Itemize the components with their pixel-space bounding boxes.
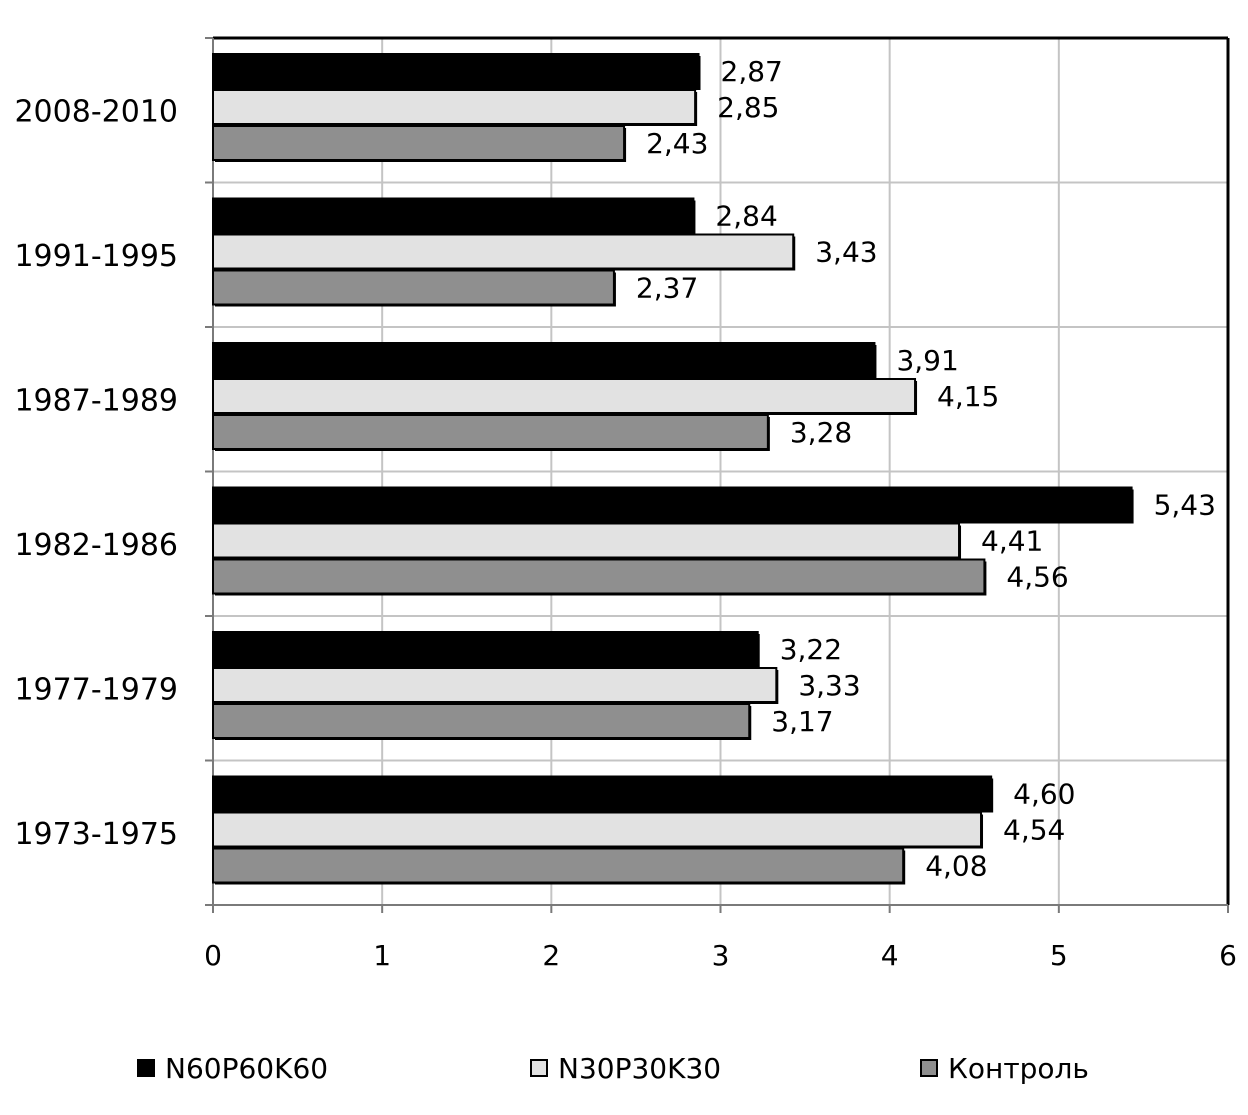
- x-tick-label: 6: [1219, 939, 1237, 972]
- legend-swatch-n60p60k60: [137, 1059, 155, 1077]
- bar: [212, 342, 876, 378]
- bar: [212, 522, 961, 559]
- value-label: 4,60: [1013, 778, 1075, 811]
- bar: [212, 775, 993, 812]
- value-label: 3,91: [896, 344, 958, 377]
- x-tick-label: 5: [1050, 939, 1068, 972]
- value-label: 3,17: [771, 705, 833, 738]
- bar: [212, 125, 626, 161]
- x-tick-label: 0: [204, 939, 222, 972]
- legend-label-n60p60k60: N60P60K60: [165, 1051, 329, 1085]
- bar-chart: 0 1 2 3 4 5 6 2008-2010 1991-1995 1987-1989 1982-1…: [14, 36, 1237, 972]
- category-label: 1973-1975: [14, 817, 178, 852]
- category-label: 2008-2010: [14, 94, 178, 129]
- x-tick-label: 4: [881, 939, 899, 972]
- value-label: 4,56: [1006, 561, 1068, 594]
- legend-item-n30p30k30: N30P30K30: [530, 1043, 721, 1093]
- value-label: 4,08: [925, 850, 987, 883]
- value-label: 4,15: [937, 380, 999, 413]
- bar: [212, 89, 697, 125]
- value-label: 4,41: [981, 525, 1043, 558]
- value-label: 3,28: [790, 416, 852, 449]
- bar: [212, 558, 986, 595]
- x-tick-label: 3: [712, 939, 730, 972]
- bar: [212, 811, 983, 848]
- bar: [212, 667, 778, 703]
- legend-item-control: Контроль: [920, 1043, 1089, 1093]
- value-label: 3,22: [780, 633, 842, 666]
- bar: [212, 197, 695, 234]
- x-tick-label: 2: [542, 939, 560, 972]
- value-label: 2,84: [715, 200, 777, 233]
- value-label: 4,54: [1003, 814, 1065, 847]
- category-label: 1991-1995: [14, 239, 178, 274]
- legend-item-n60p60k60: N60P60K60: [137, 1043, 328, 1093]
- legend: N60P60K60 N30P30K30 Контроль: [0, 1043, 1248, 1093]
- bar: [212, 414, 769, 450]
- value-label: 5,43: [1154, 489, 1216, 522]
- category-label: 1987-1989: [14, 383, 178, 418]
- value-label: 3,33: [798, 669, 860, 702]
- category-label: 1982-1986: [14, 528, 178, 563]
- legend-swatch-control: [920, 1059, 938, 1077]
- value-label: 2,85: [717, 91, 779, 124]
- bar: [212, 847, 905, 884]
- value-label: 3,43: [815, 236, 877, 269]
- legend-label-n30p30k30: N30P30K30: [558, 1051, 722, 1085]
- bar: [212, 486, 1133, 523]
- value-label: 2,87: [721, 55, 783, 88]
- bar: [212, 53, 700, 89]
- x-tick-label: 1: [373, 939, 391, 972]
- bar: [212, 631, 759, 667]
- bar: [212, 378, 917, 414]
- legend-swatch-n30p30k30: [530, 1059, 548, 1077]
- category-label: 1977-1979: [14, 672, 178, 707]
- bar: [212, 703, 751, 739]
- value-label: 2,37: [636, 272, 698, 305]
- value-label: 2,43: [646, 127, 708, 160]
- bar: [212, 269, 615, 306]
- bar: [212, 233, 795, 270]
- legend-label-control: Контроль: [948, 1051, 1089, 1085]
